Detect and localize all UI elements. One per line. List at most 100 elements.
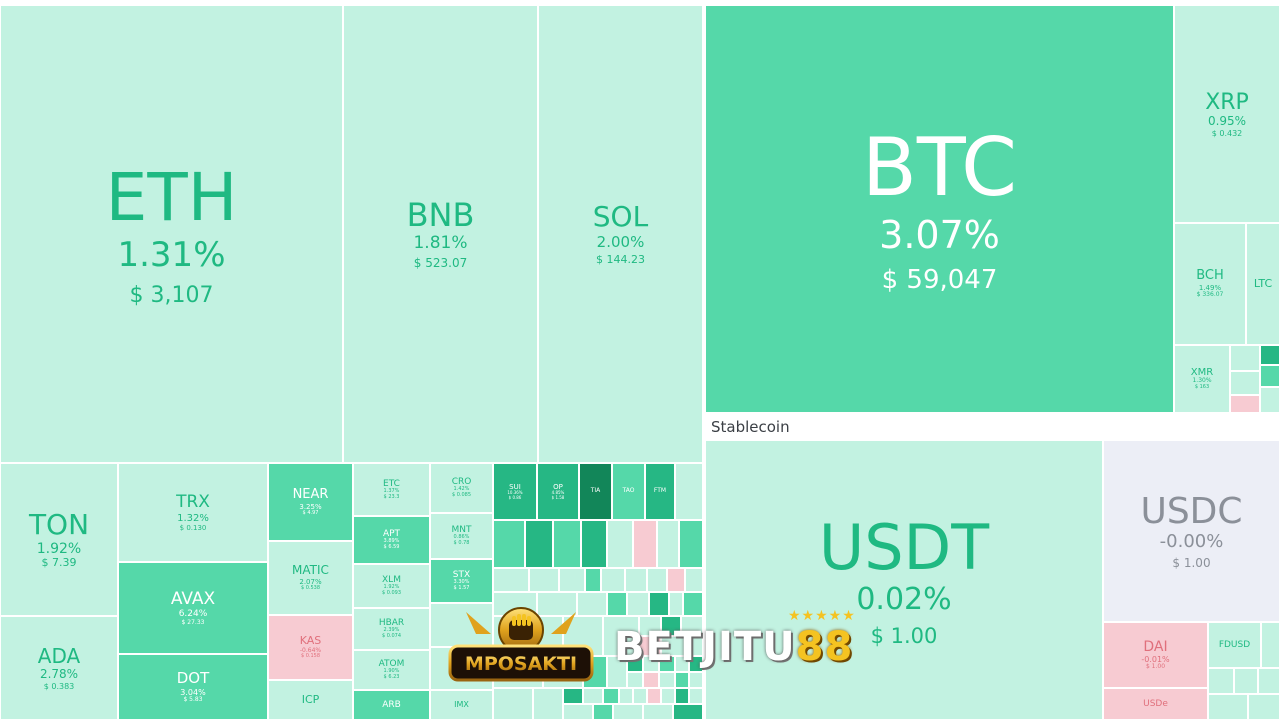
tile-apt[interactable]: APT 3.89% $ 6.59 xyxy=(353,516,430,564)
tile-small[interactable] xyxy=(681,616,703,636)
tile-small[interactable] xyxy=(607,520,633,568)
tile-small[interactable] xyxy=(1258,668,1280,694)
tile-small[interactable] xyxy=(563,704,593,720)
tile-dai[interactable]: DAI -0.01% $ 1.00 xyxy=(1103,622,1208,688)
tile-small[interactable] xyxy=(1230,345,1260,371)
tile-small[interactable] xyxy=(1208,668,1234,694)
tile-small[interactable] xyxy=(613,704,643,720)
tile-kas[interactable]: KAS -0.64% $ 0.158 xyxy=(268,615,353,680)
tile-small[interactable] xyxy=(1260,387,1280,413)
tile-small[interactable] xyxy=(633,520,657,568)
tile-small[interactable] xyxy=(675,672,689,688)
tile-small[interactable] xyxy=(643,704,673,720)
tile-usde[interactable]: USDe xyxy=(1103,688,1208,720)
tile-small[interactable] xyxy=(639,636,661,656)
tile-ton[interactable]: TON 1.92% $ 7.39 xyxy=(0,463,118,616)
tile-small[interactable] xyxy=(493,688,533,720)
tile-arb[interactable]: ARB xyxy=(353,690,430,720)
tile-small[interactable] xyxy=(649,592,669,616)
tile-small[interactable] xyxy=(627,592,649,616)
tile-tao[interactable]: TAO xyxy=(612,463,645,520)
tile-small[interactable] xyxy=(643,656,659,672)
tile-small[interactable] xyxy=(430,603,493,647)
tile-mnt[interactable]: MNT 0.86% $ 0.78 xyxy=(430,513,493,559)
tile-cro[interactable]: CRO 1.42% $ 0.085 xyxy=(430,463,493,513)
tile-xmr[interactable]: XMR 1.30% $ 163 xyxy=(1174,345,1230,413)
tile-xlm[interactable]: XLM 1.92% $ 0.093 xyxy=(353,564,430,608)
tile-small[interactable] xyxy=(675,656,689,672)
tile-icp[interactable]: ICP xyxy=(268,680,353,720)
tile-small[interactable] xyxy=(627,672,643,688)
tile-small[interactable] xyxy=(533,688,563,720)
tile-small[interactable] xyxy=(647,688,661,704)
tile-small[interactable] xyxy=(689,656,703,672)
tile-small[interactable] xyxy=(525,520,553,568)
tile-small[interactable] xyxy=(1208,694,1248,720)
tile-small[interactable] xyxy=(607,592,627,616)
tile-bnb[interactable]: BNB 1.81% $ 523.07 xyxy=(343,5,538,463)
tile-small[interactable] xyxy=(1234,668,1258,694)
tile-small[interactable] xyxy=(689,672,703,688)
tile-small[interactable] xyxy=(529,568,559,592)
tile-small[interactable] xyxy=(493,568,529,592)
tile-small[interactable] xyxy=(619,688,633,704)
tile-small[interactable] xyxy=(577,592,607,616)
tile-small[interactable] xyxy=(673,704,703,720)
tile-small[interactable] xyxy=(1260,365,1280,387)
tile-small[interactable] xyxy=(685,568,703,592)
tile-small[interactable] xyxy=(679,520,703,568)
tile-small[interactable] xyxy=(643,672,659,688)
tile-ada[interactable]: ADA 2.78% $ 0.383 xyxy=(0,616,118,720)
tile-small[interactable] xyxy=(689,688,703,704)
tile-small[interactable] xyxy=(553,520,581,568)
tile-small[interactable] xyxy=(661,616,681,636)
tile-small[interactable] xyxy=(633,688,647,704)
tile-small[interactable] xyxy=(661,688,675,704)
tile-small[interactable] xyxy=(659,672,675,688)
tile-bch[interactable]: BCH 1.49% $ 336.07 xyxy=(1174,223,1246,345)
tile-near[interactable]: NEAR 3.25% $ 4.97 xyxy=(268,463,353,541)
tile-stx[interactable]: STX 3.30% $ 1.57 xyxy=(430,559,493,603)
tile-small[interactable] xyxy=(563,688,583,704)
tile-sui[interactable]: SUI 10.36% $ 0.86 xyxy=(493,463,537,520)
tile-small[interactable] xyxy=(493,520,525,568)
tile-usdt[interactable]: USDT 0.02% $ 1.00 xyxy=(705,440,1103,720)
tile-small[interactable] xyxy=(647,568,667,592)
tile-trx[interactable]: TRX 1.32% $ 0.130 xyxy=(118,463,268,562)
tile-small[interactable] xyxy=(659,656,675,672)
tile-small[interactable] xyxy=(1230,371,1260,395)
tile-dot[interactable]: DOT 3.04% $ 5.83 xyxy=(118,654,268,720)
tile-usdc[interactable]: USDC -0.00% $ 1.00 xyxy=(1103,440,1280,622)
tile-small[interactable] xyxy=(639,616,661,636)
tile-small[interactable] xyxy=(675,688,689,704)
tile-small[interactable] xyxy=(559,568,585,592)
tile-hbar[interactable]: HBAR 2.39% $ 0.074 xyxy=(353,608,430,650)
tile-small[interactable] xyxy=(603,688,619,704)
tile-small[interactable] xyxy=(661,636,703,656)
tile-imx[interactable]: IMX xyxy=(430,690,493,720)
tile-tia[interactable]: TIA xyxy=(579,463,612,520)
tile-small[interactable] xyxy=(657,520,679,568)
tile-small[interactable] xyxy=(1248,694,1280,720)
tile-atom[interactable]: ATOM 1.90% $ 6.23 xyxy=(353,650,430,690)
tile-small[interactable] xyxy=(669,592,683,616)
tile-fdusd[interactable]: FDUSD xyxy=(1208,622,1261,668)
tile-small[interactable] xyxy=(593,704,613,720)
tile-ftm[interactable]: FTM xyxy=(645,463,675,520)
tile-sol[interactable]: SOL 2.00% $ 144.23 xyxy=(538,5,703,463)
tile-op[interactable]: OP 4.85% $ 1.58 xyxy=(537,463,579,520)
tile-small[interactable] xyxy=(627,656,643,672)
tile-small[interactable] xyxy=(585,568,601,592)
tile-small[interactable] xyxy=(607,656,627,688)
tile-eth[interactable]: ETH 1.31% $ 3,107 xyxy=(0,5,343,463)
tile-btc[interactable]: BTC 3.07% $ 59,047 xyxy=(705,5,1174,413)
tile-small[interactable] xyxy=(667,568,685,592)
tile-small[interactable] xyxy=(683,592,703,616)
tile-avax[interactable]: AVAX 6.24% $ 27.33 xyxy=(118,562,268,654)
tile-small[interactable] xyxy=(1230,395,1260,413)
tile-etc[interactable]: ETC 1.37% $ 23.3 xyxy=(353,463,430,516)
tile-small[interactable] xyxy=(1261,622,1280,668)
tile-small[interactable] xyxy=(601,568,625,592)
tile-small[interactable] xyxy=(581,520,607,568)
tile-small[interactable] xyxy=(603,616,639,656)
